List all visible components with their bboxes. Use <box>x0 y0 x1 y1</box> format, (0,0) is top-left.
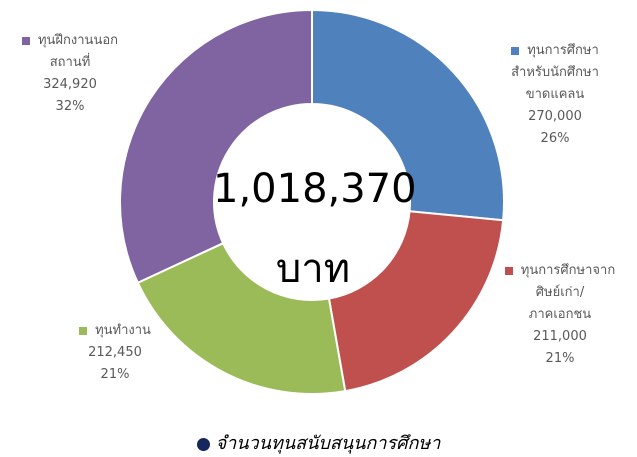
legend-label: จำนวนทุนสนับสนุนการศึกษา <box>215 433 441 454</box>
donut-slice <box>327 210 505 393</box>
category-text: ทุนทำงาน <box>95 323 151 338</box>
category-marker <box>79 326 88 335</box>
value-label: 270,000 <box>528 109 582 124</box>
slice-label: ทุนทำงาน 212,450 21% <box>30 320 200 386</box>
category-label: ทุนการศึกษา สำหรับนักศึกษา ขาดแคลน <box>470 40 637 106</box>
percent-label: 21% <box>545 351 575 366</box>
donut-slice <box>136 241 347 395</box>
category-text: ทุนฝึกงานนอก สถานที่ <box>37 33 119 70</box>
percent-label: 21% <box>100 367 130 382</box>
category-marker <box>504 266 513 275</box>
category-text: ทุนการศึกษาจาก ศิษย์เก่า/ ภาคเอกชน <box>520 263 616 322</box>
donut-slice <box>119 8 313 285</box>
legend: จำนวนทุนสนับสนุนการศึกษา <box>0 428 637 457</box>
slice-label: ทุนการศึกษาจาก ศิษย์เก่า/ ภาคเอกชน 211,00… <box>475 260 637 370</box>
donut-slice <box>311 8 505 222</box>
legend-marker <box>196 437 210 451</box>
percent-label: 26% <box>540 131 570 146</box>
value-label: 212,450 <box>88 345 142 360</box>
value-label: 211,000 <box>533 329 587 344</box>
percent-label: 32% <box>55 99 85 114</box>
center-unit: บาท <box>275 246 351 292</box>
category-label: ทุนฝึกงานนอก สถานที่ <box>0 30 155 74</box>
category-marker <box>21 36 30 45</box>
category-label: ทุนการศึกษาจาก ศิษย์เก่า/ ภาคเอกชน <box>475 260 637 326</box>
slice-label: ทุนฝึกงานนอก สถานที่ 324,920 32% <box>0 30 155 118</box>
category-label: ทุนทำงาน <box>30 320 200 342</box>
value-label: 324,920 <box>43 77 97 92</box>
slice-label: ทุนการศึกษา สำหรับนักศึกษา ขาดแคลน 270,00… <box>470 40 637 150</box>
category-text: ทุนการศึกษา สำหรับนักศึกษา ขาดแคลน <box>511 43 599 102</box>
center-value: 1,018,370 <box>213 166 417 212</box>
category-marker <box>511 46 520 55</box>
